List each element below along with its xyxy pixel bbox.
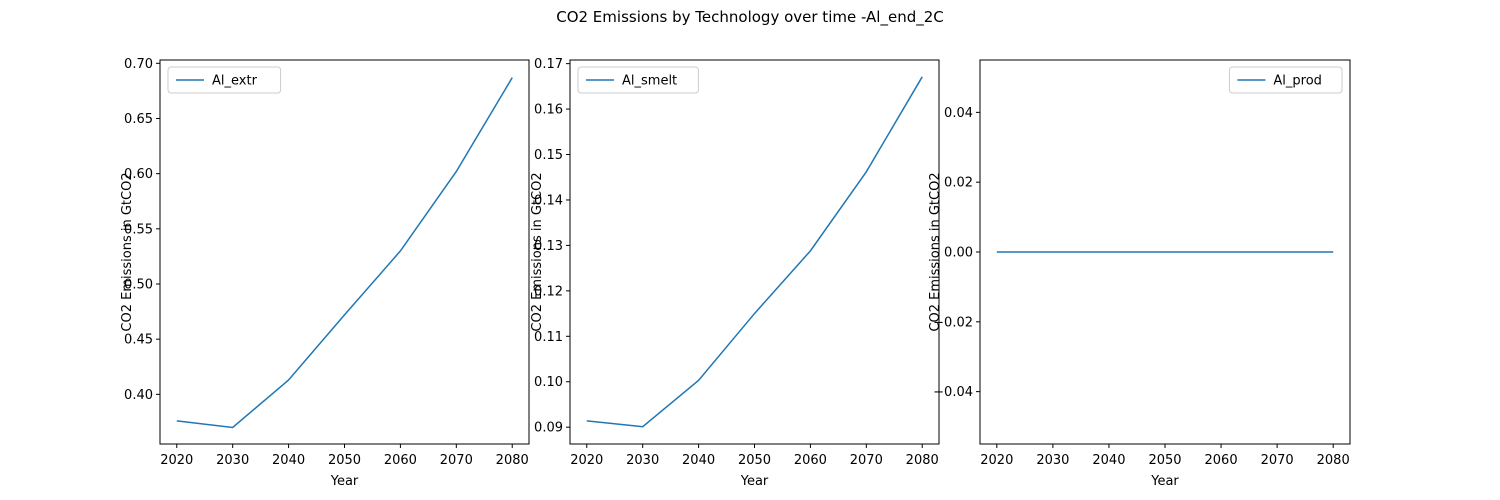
- x-tick-label: 2040: [682, 453, 715, 468]
- axes-frame: [159, 59, 530, 445]
- subplot-2: 2020 2030 2040 2050 2060 2070 2080 0.09 0.10 0.11…: [530, 57, 940, 489]
- x-tick-label: 2030: [1036, 453, 1069, 468]
- figure-title: CO2 Emissions by Technology over time -A…: [556, 8, 944, 27]
- y-tick-label: 0.55: [124, 222, 153, 237]
- y-tick-label: 0.45: [124, 333, 153, 348]
- x-tick-label: 2030: [216, 453, 249, 468]
- y-tick-label: 0.16: [534, 103, 563, 118]
- y-axis-label: CO2 Emissions in GtCO2: [120, 172, 135, 331]
- x-tick-label: 2040: [272, 453, 305, 468]
- x-tick-label: 2060: [1205, 453, 1238, 468]
- legend-label: Al_prod: [1273, 74, 1322, 89]
- legend-box: [1228, 66, 1343, 94]
- x-tick-label: 2080: [496, 453, 529, 468]
- x-tick-label: 2020: [980, 453, 1013, 468]
- x-tick-label: 2080: [1317, 453, 1350, 468]
- y-axis-label: CO2 Emissions in GtCO2: [928, 172, 943, 331]
- y-tick-label: −0.02: [933, 315, 973, 330]
- y-tick-label: 0.04: [944, 106, 973, 121]
- y-tick-label: 0.00: [944, 246, 973, 261]
- legend: Al_extr: [167, 66, 282, 94]
- y-tick-label: −0.04: [933, 385, 973, 400]
- y-axis-label: CO2 Emissions in GtCO2: [530, 172, 545, 331]
- x-tick-label: 2060: [794, 453, 827, 468]
- subplot-3: 2020 2030 2040 2050 2060 2070 2080 −0.04 −0.02 0.…: [928, 59, 1351, 489]
- x-tick-label: 2070: [1261, 453, 1294, 468]
- y-tick-label: 0.70: [124, 57, 153, 72]
- x-tick-label: 2050: [328, 453, 361, 468]
- x-tick-label: 2030: [626, 453, 659, 468]
- x-tick-label: 2020: [160, 453, 193, 468]
- x-tick-label: 2070: [850, 453, 883, 468]
- subplot-1: 2020 2030 2040 2050 2060 2070 2080 0.40 0.45 0.50…: [120, 57, 530, 489]
- y-tick-label: 0.11: [534, 330, 563, 345]
- y-tick-label: 0.17: [534, 57, 563, 72]
- x-axis-label: Year: [740, 474, 769, 489]
- x-tick-label: 2080: [906, 453, 939, 468]
- y-tick-label: 0.12: [534, 284, 563, 299]
- y-tick-label: 0.13: [534, 239, 563, 254]
- x-tick-label: 2050: [738, 453, 771, 468]
- y-tick-label: 0.09: [534, 421, 563, 436]
- x-tick-label: 2070: [440, 453, 473, 468]
- legend: Al_smelt: [577, 66, 699, 94]
- y-tick-label: 0.60: [124, 167, 153, 182]
- x-axis-label: Year: [330, 474, 359, 489]
- y-tick-label: 0.50: [124, 278, 153, 293]
- x-axis-label: Year: [1150, 474, 1179, 489]
- legend-box: [167, 66, 282, 94]
- x-tick-label: 2040: [1092, 453, 1125, 468]
- panels: 2020 2030 2040 2050 2060 2070 2080 0.40 0.45 0.50…: [120, 57, 1351, 489]
- legend: Al_prod: [1228, 66, 1343, 94]
- series-line: [586, 76, 923, 428]
- legend-box: [577, 66, 699, 94]
- y-tick-label: 0.65: [124, 112, 153, 127]
- y-tick-label: 0.14: [534, 193, 563, 208]
- y-tick-label: 0.10: [534, 375, 563, 390]
- axes-frame: [569, 59, 940, 445]
- y-tick-label: 0.40: [124, 388, 153, 403]
- y-tick-label: 0.15: [534, 148, 563, 163]
- y-tick-label: 0.02: [944, 176, 973, 191]
- x-tick-label: 2020: [570, 453, 603, 468]
- legend-label: Al_smelt: [622, 74, 677, 89]
- x-tick-label: 2060: [384, 453, 417, 468]
- x-tick-label: 2050: [1148, 453, 1181, 468]
- legend-label: Al_extr: [212, 74, 258, 89]
- series-line: [176, 77, 513, 429]
